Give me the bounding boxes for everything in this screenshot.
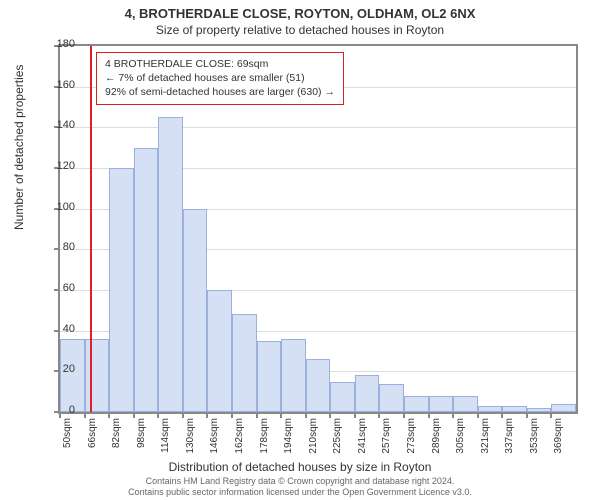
histogram-bar — [281, 339, 306, 412]
x-tick-label: 66sqm — [87, 418, 98, 458]
y-tick-label: 40 — [45, 323, 75, 335]
chart-container: 4, BROTHERDALE CLOSE, ROYTON, OLDHAM, OL… — [0, 0, 600, 500]
y-tick-label: 120 — [45, 160, 75, 172]
histogram-bar — [379, 384, 404, 412]
x-tick-mark — [526, 412, 528, 418]
y-tick-label: 80 — [45, 241, 75, 253]
info-box: 4 BROTHERDALE CLOSE: 69sqm ← 7% of detac… — [96, 52, 344, 105]
info-line-1: 4 BROTHERDALE CLOSE: 69sqm — [105, 57, 335, 71]
x-tick-label: 257sqm — [381, 418, 392, 458]
x-tick-label: 178sqm — [259, 418, 270, 458]
x-tick-mark — [231, 412, 233, 418]
y-tick-label: 160 — [45, 79, 75, 91]
histogram-bar — [404, 396, 429, 412]
x-tick-label: 162sqm — [234, 418, 245, 458]
x-tick-mark — [305, 412, 307, 418]
y-tick-label: 60 — [45, 282, 75, 294]
x-tick-label: 225sqm — [332, 418, 343, 458]
histogram-bar — [527, 408, 552, 412]
reference-line — [90, 46, 92, 412]
x-tick-mark — [280, 412, 282, 418]
x-tick-label: 241sqm — [357, 418, 368, 458]
y-axis-label: Number of detached properties — [12, 65, 26, 230]
y-tick-label: 0 — [45, 404, 75, 416]
histogram-bar — [306, 359, 331, 412]
x-tick-mark — [329, 412, 331, 418]
footer-line-2: Contains public sector information licen… — [0, 487, 600, 498]
histogram-bar — [207, 290, 232, 412]
x-tick-mark — [256, 412, 258, 418]
x-tick-label: 273sqm — [406, 418, 417, 458]
x-tick-label: 194sqm — [283, 418, 294, 458]
title-main: 4, BROTHERDALE CLOSE, ROYTON, OLDHAM, OL… — [0, 0, 600, 21]
y-tick-label: 100 — [45, 201, 75, 213]
x-tick-label: 321sqm — [480, 418, 491, 458]
histogram-bar — [355, 375, 380, 412]
plot-area: 4 BROTHERDALE CLOSE: 69sqm ← 7% of detac… — [58, 44, 578, 414]
x-tick-label: 289sqm — [431, 418, 442, 458]
x-tick-label: 50sqm — [62, 418, 73, 458]
x-tick-label: 353sqm — [529, 418, 540, 458]
y-tick-label: 140 — [45, 119, 75, 131]
histogram-bar — [257, 341, 282, 412]
histogram-bar — [453, 396, 478, 412]
x-tick-mark — [108, 412, 110, 418]
title-sub: Size of property relative to detached ho… — [0, 21, 600, 37]
histogram-bar — [232, 314, 257, 412]
x-tick-label: 369sqm — [553, 418, 564, 458]
info-line-3: 92% of semi-detached houses are larger (… — [105, 85, 335, 99]
x-tick-mark — [403, 412, 405, 418]
x-tick-mark — [84, 412, 86, 418]
histogram-bar — [60, 339, 85, 412]
x-tick-mark — [428, 412, 430, 418]
x-tick-label: 210sqm — [308, 418, 319, 458]
x-tick-mark — [477, 412, 479, 418]
info-line-2: ← 7% of detached houses are smaller (51) — [105, 71, 335, 85]
y-tick-label: 180 — [45, 38, 75, 50]
x-tick-label: 114sqm — [160, 418, 171, 458]
histogram-bar — [330, 382, 355, 413]
footer: Contains HM Land Registry data © Crown c… — [0, 476, 600, 498]
x-tick-mark — [182, 412, 184, 418]
x-tick-label: 337sqm — [504, 418, 515, 458]
y-tick-label: 20 — [45, 363, 75, 375]
x-tick-label: 146sqm — [209, 418, 220, 458]
x-tick-label: 305sqm — [455, 418, 466, 458]
histogram-bar — [551, 404, 576, 412]
x-tick-mark — [354, 412, 356, 418]
x-axis-label: Distribution of detached houses by size … — [0, 460, 600, 474]
x-tick-mark — [501, 412, 503, 418]
histogram-bar — [183, 209, 208, 412]
x-tick-label: 130sqm — [185, 418, 196, 458]
histogram-bar — [429, 396, 454, 412]
x-tick-label: 82sqm — [111, 418, 122, 458]
footer-line-1: Contains HM Land Registry data © Crown c… — [0, 476, 600, 487]
histogram-bar — [134, 148, 159, 412]
histogram-bar — [109, 168, 134, 412]
x-tick-mark — [133, 412, 135, 418]
grid-line — [60, 127, 576, 128]
x-tick-label: 98sqm — [136, 418, 147, 458]
histogram-bar — [502, 406, 527, 412]
x-tick-mark — [157, 412, 159, 418]
histogram-bar — [85, 339, 110, 412]
histogram-bar — [478, 406, 503, 412]
x-tick-mark — [452, 412, 454, 418]
histogram-bar — [158, 117, 183, 412]
